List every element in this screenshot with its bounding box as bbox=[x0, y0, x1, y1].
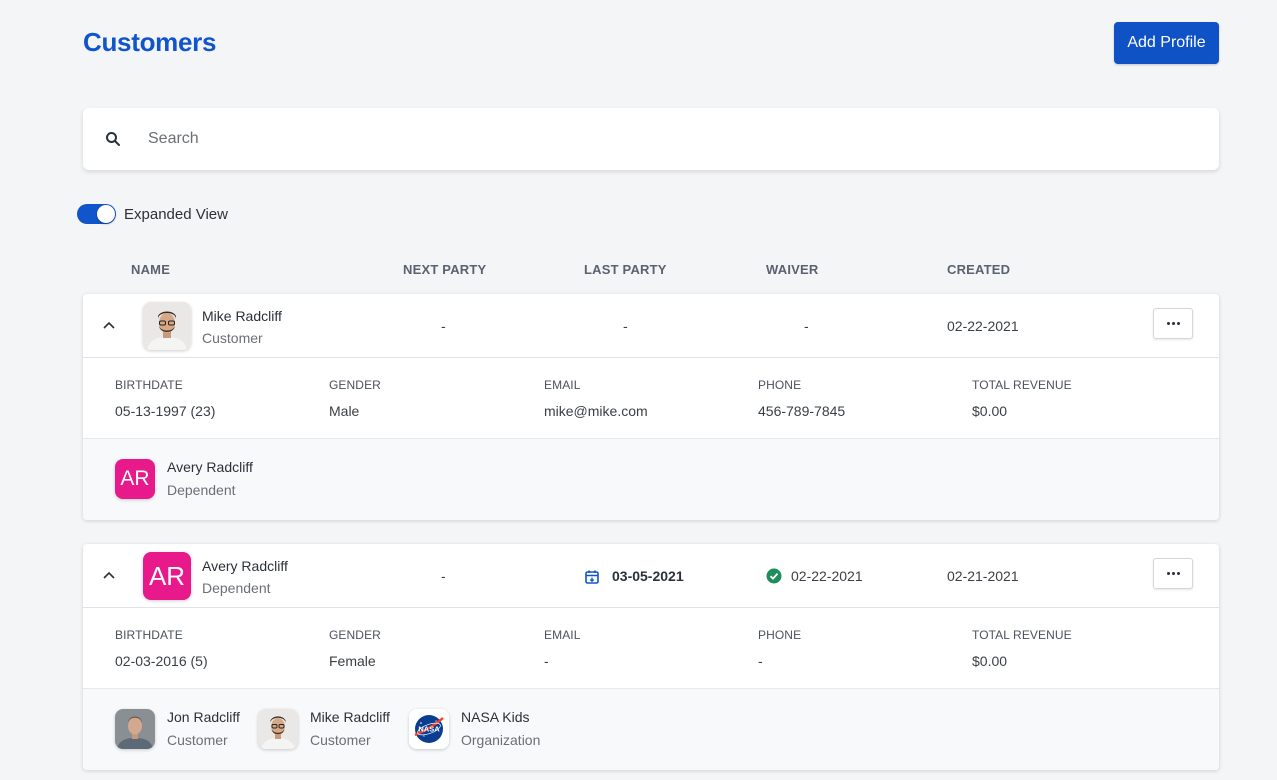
relations-row: Jon Radcliff Customer Mike Radcliff Cust… bbox=[83, 689, 1219, 770]
relation-name[interactable]: Mike Radcliff bbox=[310, 709, 390, 725]
birthdate-value: 02-03-2016 (5) bbox=[115, 653, 208, 669]
search-input[interactable] bbox=[148, 126, 1188, 152]
relation-role: Organization bbox=[461, 732, 541, 748]
check-circle-icon bbox=[766, 568, 782, 584]
birthdate-label: BIRTHDATE bbox=[115, 628, 183, 642]
relation-role: Dependent bbox=[167, 482, 236, 498]
nasa-logo-icon: NASA bbox=[409, 709, 449, 749]
relations-row: AR Avery Radcliff Dependent bbox=[83, 439, 1219, 520]
column-header-name: NAME bbox=[131, 262, 171, 277]
email-value: mike@mike.com bbox=[544, 403, 648, 419]
chevron-up-icon[interactable] bbox=[103, 571, 115, 579]
email-label: EMAIL bbox=[544, 628, 581, 642]
column-header-waiver: WAIVER bbox=[766, 262, 819, 277]
relation-role: Customer bbox=[167, 732, 228, 748]
relation-role: Customer bbox=[310, 732, 371, 748]
gender-label: GENDER bbox=[329, 628, 381, 642]
search-icon bbox=[106, 132, 120, 146]
more-options-button[interactable] bbox=[1153, 308, 1193, 339]
more-options-button[interactable] bbox=[1153, 558, 1193, 589]
created-cell: 02-21-2021 bbox=[947, 568, 1019, 584]
birthdate-label: BIRTHDATE bbox=[115, 378, 183, 392]
avatar bbox=[115, 709, 155, 749]
avatar: AR bbox=[143, 552, 191, 600]
next-party-cell: - bbox=[441, 568, 446, 584]
birthdate-value: 05-13-1997 (23) bbox=[115, 403, 216, 419]
add-profile-button[interactable]: Add Profile bbox=[1114, 22, 1219, 64]
calendar-icon bbox=[585, 570, 599, 584]
last-party-cell: 03-05-2021 bbox=[612, 568, 684, 584]
relation-name[interactable]: NASA Kids bbox=[461, 709, 530, 725]
table-row[interactable]: Mike Radcliff Customer - - - 02-22-2021 bbox=[83, 294, 1219, 358]
customer-name[interactable]: Mike Radcliff bbox=[202, 308, 282, 324]
page-title: Customers bbox=[83, 27, 217, 57]
table-row[interactable]: AR Avery Radcliff Dependent - 03-05-2021… bbox=[83, 544, 1219, 608]
customer-card: AR Avery Radcliff Dependent - 03-05-2021… bbox=[83, 544, 1219, 770]
total-revenue-label: TOTAL REVENUE bbox=[972, 378, 1072, 392]
toggle-knob bbox=[97, 205, 115, 223]
avatar: AR bbox=[115, 459, 155, 499]
relation-name[interactable]: Jon Radcliff bbox=[167, 709, 240, 725]
column-header-created: CREATED bbox=[947, 262, 1011, 277]
last-party-cell: - bbox=[623, 318, 628, 334]
waiver-cell: 02-22-2021 bbox=[791, 568, 863, 584]
gender-value: Male bbox=[329, 403, 360, 419]
total-revenue-value: $0.00 bbox=[972, 653, 1008, 669]
next-party-cell: - bbox=[441, 318, 446, 334]
search-bar bbox=[83, 108, 1219, 170]
customer-role: Dependent bbox=[202, 580, 271, 596]
customer-role: Customer bbox=[202, 330, 263, 346]
customer-name[interactable]: Avery Radcliff bbox=[202, 558, 288, 574]
waiver-cell: - bbox=[804, 318, 809, 334]
gender-value: Female bbox=[329, 653, 376, 669]
detail-row: BIRTHDATE 05-13-1997 (23) GENDER Male EM… bbox=[83, 358, 1219, 439]
phone-label: PHONE bbox=[758, 378, 802, 392]
avatar bbox=[258, 709, 298, 749]
total-revenue-value: $0.00 bbox=[972, 403, 1008, 419]
total-revenue-label: TOTAL REVENUE bbox=[972, 628, 1072, 642]
phone-value: - bbox=[758, 653, 763, 669]
column-header-next-party: NEXT PARTY bbox=[403, 262, 487, 277]
created-cell: 02-22-2021 bbox=[947, 318, 1019, 334]
nasa-logo-text: NASA bbox=[418, 725, 440, 734]
email-label: EMAIL bbox=[544, 378, 581, 392]
expanded-view-control: Expanded View bbox=[77, 204, 228, 224]
phone-label: PHONE bbox=[758, 628, 802, 642]
more-horizontal-icon bbox=[1166, 322, 1180, 325]
chevron-up-icon[interactable] bbox=[103, 321, 115, 329]
column-header-last-party: LAST PARTY bbox=[584, 262, 667, 277]
relation-name[interactable]: Avery Radcliff bbox=[167, 459, 253, 475]
expanded-view-toggle[interactable] bbox=[77, 204, 116, 224]
gender-label: GENDER bbox=[329, 378, 381, 392]
phone-value: 456-789-7845 bbox=[758, 403, 846, 419]
avatar bbox=[143, 302, 191, 350]
email-value: - bbox=[544, 653, 549, 669]
expanded-view-label: Expanded View bbox=[124, 205, 228, 223]
more-horizontal-icon bbox=[1166, 572, 1180, 575]
detail-row: BIRTHDATE 02-03-2016 (5) GENDER Female E… bbox=[83, 608, 1219, 689]
customer-card: Mike Radcliff Customer - - - 02-22-2021 … bbox=[83, 294, 1219, 520]
